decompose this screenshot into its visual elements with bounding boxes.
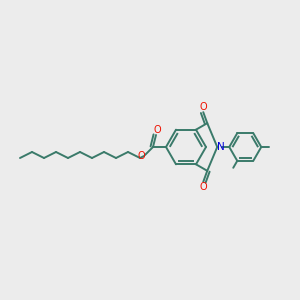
Text: O: O — [200, 182, 207, 192]
Text: O: O — [137, 151, 145, 161]
Text: N: N — [218, 142, 225, 152]
Text: O: O — [153, 125, 161, 135]
Text: O: O — [200, 102, 207, 112]
